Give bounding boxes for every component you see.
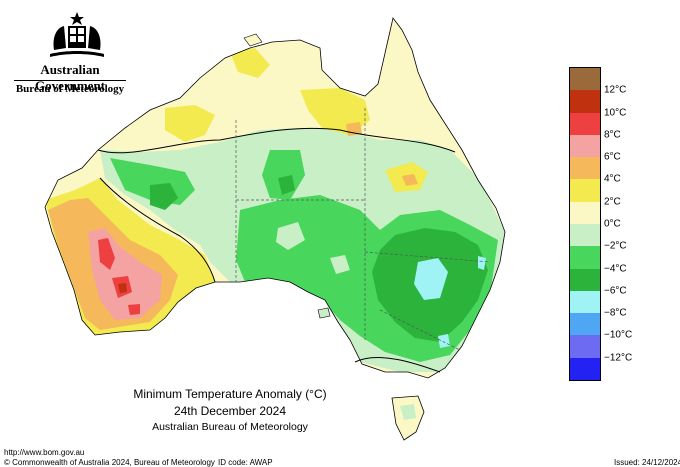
zone-2-to-4-topend bbox=[230, 48, 270, 78]
zone-minus6-pocket bbox=[150, 183, 178, 210]
zone-10-to-12-west bbox=[118, 283, 127, 293]
zone-8-to-10-west bbox=[98, 238, 115, 270]
contour-line-north bbox=[97, 127, 456, 154]
legend-swatch bbox=[570, 90, 600, 114]
legend-label: 2°C bbox=[604, 196, 621, 208]
map-source: Australian Bureau of Meteorology bbox=[152, 421, 308, 433]
footer-url[interactable]: http://www.bom.gov.au bbox=[4, 448, 85, 457]
zone-minus8-pocket bbox=[478, 256, 486, 270]
legend-label: −6°C bbox=[604, 285, 627, 297]
tiwi-islands bbox=[243, 33, 263, 47]
legend-swatch bbox=[570, 157, 600, 180]
tasmania-cool-zone bbox=[400, 404, 416, 420]
zone-4-to-6-east bbox=[402, 174, 418, 186]
coat-of-arms-icon bbox=[50, 12, 104, 57]
government-logo: Australian Government Bureau of Meteorol… bbox=[8, 10, 132, 96]
legend-swatch bbox=[570, 134, 600, 158]
legend-swatch bbox=[570, 112, 600, 136]
legend-label: 6°C bbox=[604, 151, 621, 163]
legend-label: 10°C bbox=[604, 107, 627, 119]
footer-id-code: ID code: AWAP bbox=[218, 458, 273, 467]
kangaroo-island bbox=[317, 307, 331, 319]
footer-issued: Issued: 24/12/2024 bbox=[614, 458, 680, 467]
zone-minus6-pocket-2 bbox=[278, 175, 295, 195]
legend-label: −12°C bbox=[604, 352, 633, 364]
zone-2-to-4-north bbox=[165, 105, 215, 142]
map-date: 24th December 2024 bbox=[173, 404, 287, 418]
legend-swatch bbox=[570, 357, 600, 381]
legend-label: −4°C bbox=[604, 263, 627, 275]
contour-line-south bbox=[354, 357, 441, 373]
bureau-name: Bureau of Meteorology bbox=[15, 83, 125, 95]
legend-label: −8°C bbox=[604, 307, 627, 319]
legend-label: 0°C bbox=[604, 218, 621, 230]
map-title: Minimum Temperature Anomaly (°C) bbox=[133, 387, 327, 401]
zone-8-to-10-west-3 bbox=[128, 304, 140, 315]
zone-minus2-island-2 bbox=[330, 255, 350, 274]
legend-swatch bbox=[570, 335, 600, 359]
border-qld-nsw bbox=[364, 251, 491, 263]
legend-label: −10°C bbox=[604, 329, 633, 341]
legend-label: 12°C bbox=[604, 84, 627, 96]
footer-copyright: © Commonwealth of Australia 2024, Bureau… bbox=[4, 458, 215, 467]
government-name: Australian Government bbox=[34, 62, 106, 93]
zone-minus2-island bbox=[276, 222, 305, 250]
legend-swatch bbox=[570, 313, 600, 336]
legend-label: 4°C bbox=[604, 173, 621, 185]
zone-minus8-pocket-2 bbox=[438, 334, 450, 348]
legend-swatch bbox=[570, 224, 600, 247]
legend-swatch bbox=[570, 290, 600, 314]
legend-swatch bbox=[570, 201, 600, 225]
color-legend bbox=[569, 67, 601, 381]
zone-minus8-to-minus6 bbox=[414, 258, 448, 300]
legend-swatch bbox=[570, 68, 600, 91]
contour-line-west bbox=[99, 177, 216, 283]
legend-swatch bbox=[570, 179, 600, 203]
coastline bbox=[44, 17, 506, 379]
legend-label: 8°C bbox=[604, 129, 621, 141]
legend-swatch bbox=[570, 246, 600, 270]
legend-label: −2°C bbox=[604, 240, 627, 252]
logo-divider bbox=[14, 80, 126, 81]
legend-swatch bbox=[570, 268, 600, 292]
